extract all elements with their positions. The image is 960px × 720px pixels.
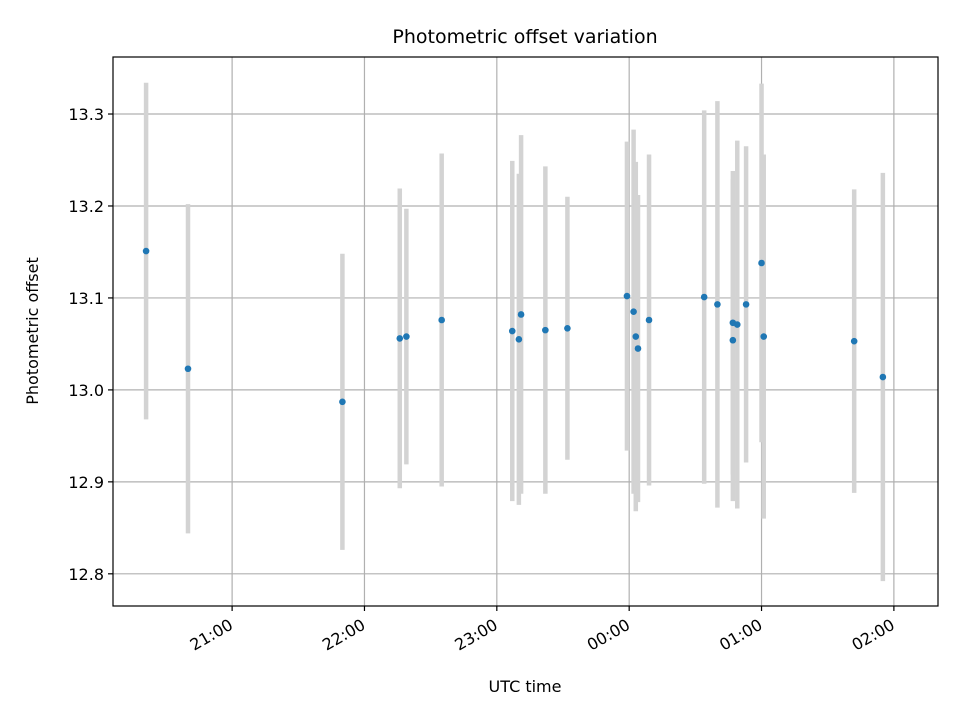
x-tick-label: 01:00 bbox=[716, 615, 765, 655]
data-point bbox=[142, 247, 150, 255]
data-point bbox=[733, 321, 741, 328]
x-axis-ticks: 21:00 22:00 23:00 00:00 01:00 02:00 bbox=[187, 606, 898, 655]
y-axis-ticks: 12.8 12.9 13.0 13.1 13.2 13.3 bbox=[68, 105, 113, 584]
x-tick-label: 23:00 bbox=[451, 615, 500, 655]
x-tick-label: 02:00 bbox=[848, 615, 897, 655]
data-point bbox=[632, 333, 640, 340]
data-point bbox=[184, 365, 192, 373]
y-tick-label: 13.0 bbox=[68, 381, 104, 400]
data-point bbox=[438, 316, 445, 324]
y-tick-label: 12.9 bbox=[68, 473, 104, 492]
data-point bbox=[879, 373, 887, 381]
data-point bbox=[564, 324, 571, 332]
x-tick-label: 00:00 bbox=[584, 615, 633, 655]
data-point bbox=[517, 311, 525, 318]
y-tick-label: 12.8 bbox=[68, 565, 104, 584]
data-point bbox=[339, 398, 346, 406]
data-point bbox=[508, 327, 516, 335]
data-point bbox=[760, 333, 768, 340]
y-tick-label: 13.2 bbox=[68, 197, 104, 216]
data-point bbox=[634, 345, 642, 352]
chart-title: Photometric offset variation bbox=[392, 26, 657, 48]
data-point bbox=[542, 326, 549, 334]
x-axis-label: UTC time bbox=[489, 677, 562, 696]
data-point bbox=[515, 336, 523, 343]
data-point bbox=[850, 337, 858, 345]
data-point bbox=[396, 335, 404, 342]
y-axis-label: Photometric offset bbox=[23, 257, 42, 405]
data-point bbox=[729, 336, 737, 344]
y-tick-label: 13.3 bbox=[68, 105, 104, 124]
data-point bbox=[645, 316, 653, 324]
data-point bbox=[700, 293, 708, 301]
data-point bbox=[623, 292, 631, 300]
data-point bbox=[403, 333, 410, 340]
grid-lines bbox=[113, 57, 938, 606]
data-point bbox=[742, 301, 750, 308]
data-point bbox=[630, 308, 637, 316]
x-tick-label: 22:00 bbox=[319, 615, 368, 655]
x-tick-label: 21:00 bbox=[187, 615, 236, 655]
y-tick-label: 13.1 bbox=[68, 289, 104, 308]
plot-frame bbox=[112, 56, 939, 607]
data-points bbox=[142, 247, 887, 406]
data-point bbox=[714, 301, 721, 308]
data-point bbox=[758, 259, 765, 267]
